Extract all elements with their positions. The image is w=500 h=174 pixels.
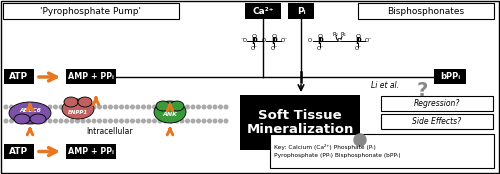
Circle shape [64,119,68,123]
Circle shape [224,105,228,109]
Circle shape [152,105,156,109]
Text: Bisphosphonates: Bisphosphonates [388,6,464,15]
Text: O⁻: O⁻ [270,45,278,50]
Circle shape [158,119,162,123]
Text: P: P [271,37,277,45]
Circle shape [164,105,168,109]
Circle shape [48,119,52,123]
Text: P: P [251,37,257,45]
Text: Soft Tissue
Mineralization: Soft Tissue Mineralization [246,109,354,136]
Circle shape [103,105,107,109]
Circle shape [86,105,90,109]
Circle shape [125,105,129,109]
Text: ANK: ANK [162,112,178,117]
Text: ?: ? [416,81,428,101]
Text: ATP: ATP [10,147,29,156]
Text: ENPP1: ENPP1 [68,109,88,114]
Circle shape [174,105,178,109]
Text: O⁻: O⁻ [354,45,362,50]
Circle shape [76,119,80,123]
Ellipse shape [170,101,184,111]
FancyBboxPatch shape [66,69,116,84]
Circle shape [15,119,19,123]
Text: 'Pyrophosphate Pump': 'Pyrophosphate Pump' [40,6,141,15]
Text: O⁻: O⁻ [316,45,324,50]
Circle shape [108,119,112,123]
Circle shape [147,105,151,109]
Text: Side Effects?: Side Effects? [412,117,462,126]
Text: AMP + PPᵢ: AMP + PPᵢ [68,72,114,81]
Circle shape [70,119,74,123]
Circle shape [125,119,129,123]
Circle shape [218,105,222,109]
FancyBboxPatch shape [288,3,314,19]
FancyBboxPatch shape [4,144,34,159]
Ellipse shape [62,99,94,119]
Text: O: O [262,38,266,44]
Circle shape [10,105,14,109]
Circle shape [130,119,134,123]
Circle shape [10,119,14,123]
Circle shape [64,105,68,109]
Circle shape [114,119,118,123]
Circle shape [202,119,206,123]
Circle shape [174,119,178,123]
Circle shape [4,119,8,123]
Circle shape [180,119,184,123]
Circle shape [92,105,96,109]
Circle shape [196,119,200,123]
Circle shape [213,105,217,109]
FancyBboxPatch shape [245,3,281,19]
Text: Pᵢ: Pᵢ [296,6,306,15]
Ellipse shape [30,114,46,124]
Circle shape [32,105,36,109]
Circle shape [169,105,173,109]
Text: R₂: R₂ [332,33,338,38]
Text: O: O [356,34,360,38]
Circle shape [37,105,41,109]
FancyBboxPatch shape [381,114,493,129]
Text: ⁻O: ⁻O [240,38,248,44]
Circle shape [120,119,124,123]
Text: Ca²⁺: Ca²⁺ [252,6,274,15]
Circle shape [191,119,195,123]
Circle shape [354,134,366,146]
FancyBboxPatch shape [381,96,493,111]
Text: O: O [252,34,256,38]
Circle shape [147,119,151,123]
Circle shape [42,119,46,123]
Circle shape [208,105,212,109]
Text: O⁻: O⁻ [364,38,372,44]
Circle shape [32,119,36,123]
Circle shape [164,119,168,123]
FancyBboxPatch shape [66,144,116,159]
Circle shape [114,105,118,109]
Circle shape [48,105,52,109]
Text: bPPᵢ: bPPᵢ [440,72,460,81]
Circle shape [142,105,146,109]
Circle shape [103,119,107,123]
Circle shape [20,119,24,123]
Text: O: O [308,38,312,44]
FancyBboxPatch shape [270,134,494,168]
FancyBboxPatch shape [434,69,466,84]
Circle shape [59,119,63,123]
Circle shape [186,119,190,123]
Circle shape [202,105,206,109]
Circle shape [169,119,173,123]
Circle shape [152,119,156,123]
Ellipse shape [154,101,186,123]
Circle shape [213,119,217,123]
Circle shape [208,119,212,123]
Circle shape [37,119,41,123]
Circle shape [76,105,80,109]
Circle shape [92,119,96,123]
Text: Intracellular: Intracellular [86,128,134,136]
FancyBboxPatch shape [4,69,34,84]
Circle shape [196,105,200,109]
Circle shape [98,105,102,109]
Circle shape [20,105,24,109]
Text: ATP: ATP [10,72,29,81]
Circle shape [42,105,46,109]
